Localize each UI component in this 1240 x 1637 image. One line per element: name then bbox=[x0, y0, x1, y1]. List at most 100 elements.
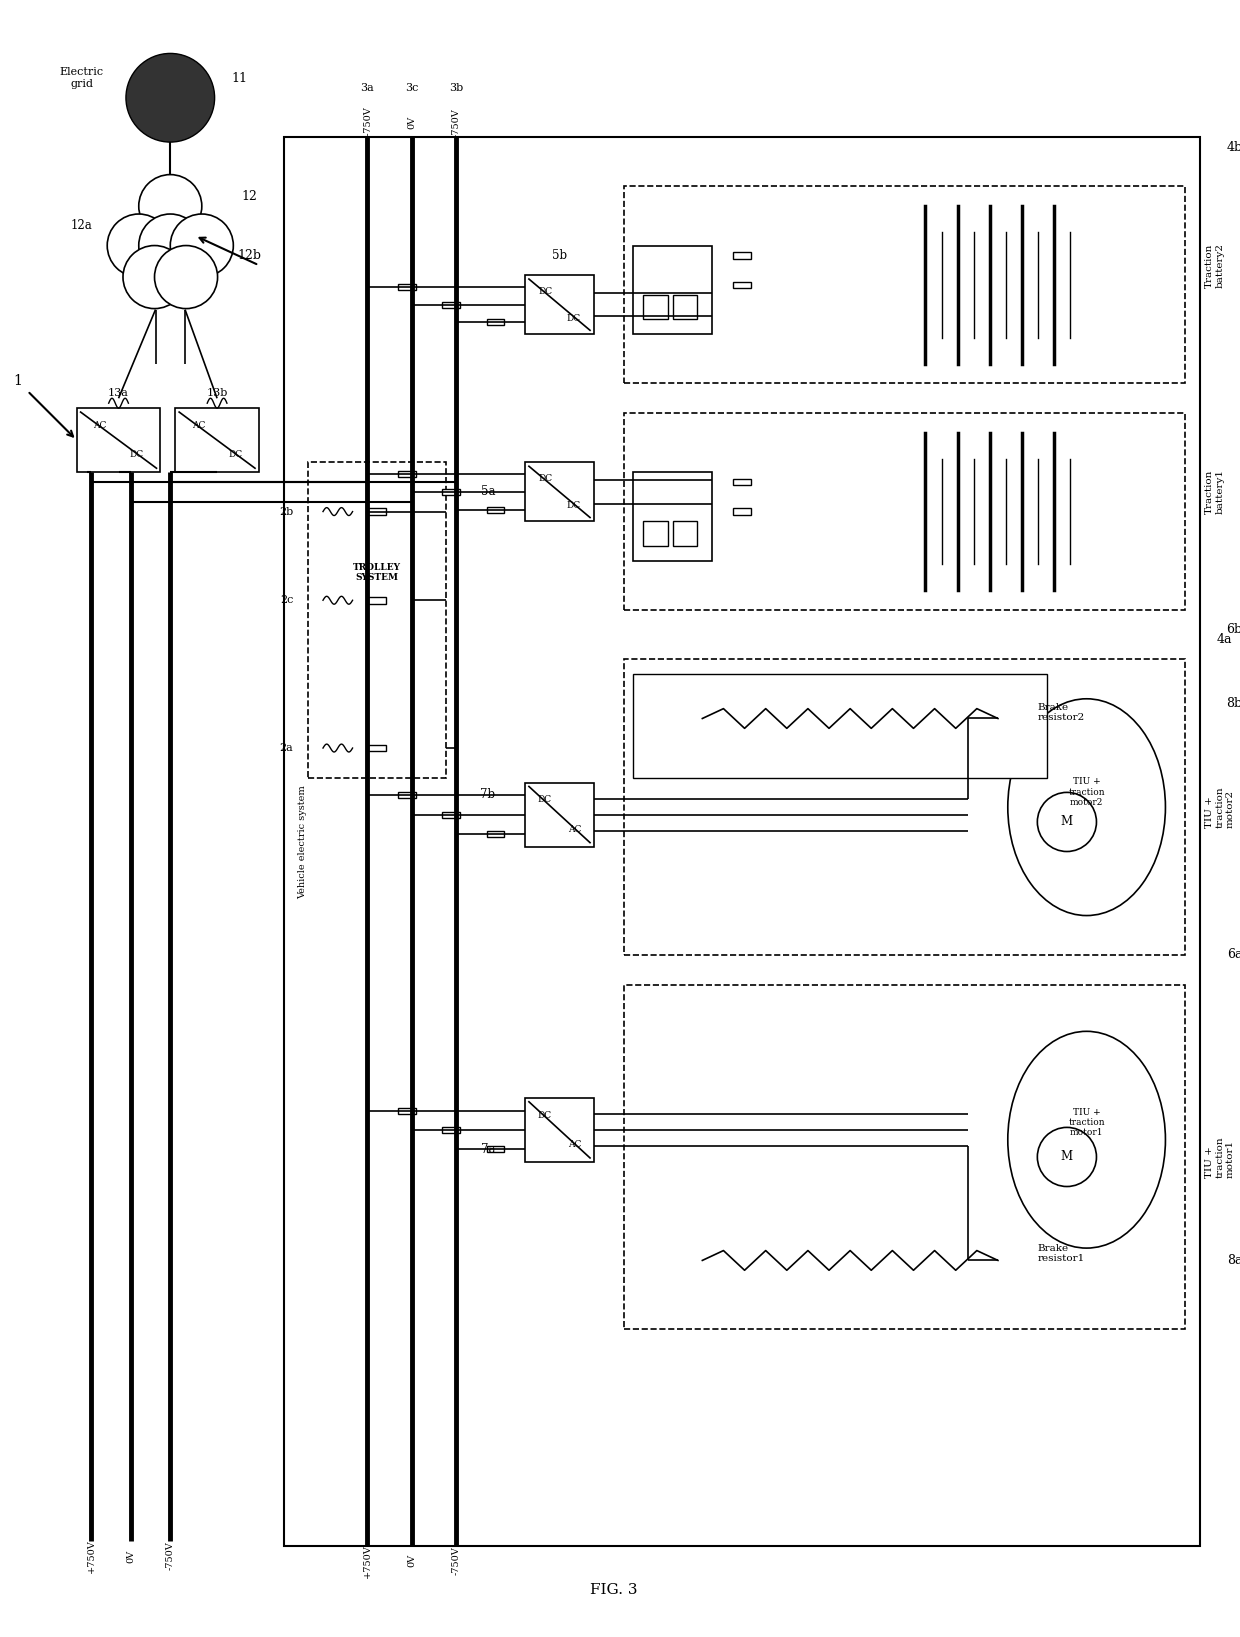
Text: 4a: 4a bbox=[1216, 634, 1233, 647]
Text: +750V: +750V bbox=[87, 1539, 95, 1573]
Text: TIU +
traction
motor2: TIU + traction motor2 bbox=[1069, 778, 1105, 807]
Text: Traction
battery1: Traction battery1 bbox=[1205, 470, 1224, 514]
Bar bbox=[634, 471, 712, 561]
Circle shape bbox=[1038, 1128, 1096, 1187]
Text: 6a: 6a bbox=[1226, 948, 1240, 961]
Bar bbox=[398, 283, 415, 290]
Bar bbox=[733, 282, 750, 288]
Text: 0V: 0V bbox=[126, 1550, 135, 1563]
Text: M: M bbox=[1061, 1151, 1073, 1164]
Text: 0V: 0V bbox=[407, 1555, 417, 1568]
Text: 4b: 4b bbox=[1226, 141, 1240, 154]
Text: 2c: 2c bbox=[280, 596, 294, 606]
Bar bbox=[486, 506, 505, 512]
Bar bbox=[284, 138, 1200, 1547]
Text: Brake
resistor2: Brake resistor2 bbox=[1038, 702, 1085, 722]
Ellipse shape bbox=[1008, 1031, 1166, 1247]
Text: -750V: -750V bbox=[451, 1547, 460, 1575]
Text: 13a: 13a bbox=[108, 388, 129, 398]
Text: 3b: 3b bbox=[449, 83, 464, 93]
Text: 7b: 7b bbox=[480, 789, 496, 802]
Bar bbox=[733, 507, 750, 516]
Text: Vehicle electric system: Vehicle electric system bbox=[299, 784, 308, 899]
Text: AC: AC bbox=[568, 1139, 582, 1149]
Bar bbox=[486, 832, 505, 837]
Bar bbox=[368, 598, 386, 604]
Bar bbox=[368, 507, 386, 516]
Text: M: M bbox=[1061, 815, 1073, 828]
Text: Brake
resistor1: Brake resistor1 bbox=[1038, 1244, 1085, 1264]
Circle shape bbox=[139, 214, 202, 277]
Bar bbox=[733, 252, 750, 259]
Bar bbox=[398, 792, 415, 799]
Text: TIU +
traction
motor1: TIU + traction motor1 bbox=[1205, 1136, 1235, 1177]
Text: DC: DC bbox=[537, 796, 552, 804]
Text: TROLLEY
SYSTEM: TROLLEY SYSTEM bbox=[353, 563, 402, 583]
Bar bbox=[443, 812, 460, 817]
Bar bbox=[634, 246, 712, 334]
Circle shape bbox=[107, 214, 170, 277]
Bar bbox=[398, 1108, 415, 1113]
Bar bbox=[624, 660, 1185, 954]
Text: 11: 11 bbox=[231, 72, 247, 85]
Bar bbox=[525, 275, 594, 334]
Bar bbox=[624, 984, 1185, 1329]
Text: 5b: 5b bbox=[552, 249, 567, 262]
Text: DC: DC bbox=[537, 1110, 552, 1120]
Bar bbox=[644, 522, 668, 547]
Text: 12: 12 bbox=[241, 190, 257, 203]
Text: AC: AC bbox=[568, 825, 582, 833]
Bar bbox=[644, 295, 668, 319]
Text: DC: DC bbox=[567, 501, 580, 511]
Text: 2a: 2a bbox=[280, 743, 294, 753]
Bar bbox=[624, 187, 1185, 383]
Circle shape bbox=[1038, 792, 1096, 851]
Circle shape bbox=[155, 246, 217, 309]
Bar bbox=[624, 413, 1185, 611]
Text: AC: AC bbox=[192, 421, 206, 431]
Text: TIU +
traction
motor1: TIU + traction motor1 bbox=[1069, 1108, 1105, 1138]
Bar bbox=[77, 408, 160, 471]
Bar bbox=[175, 408, 259, 471]
Bar bbox=[525, 782, 594, 846]
Text: 6b: 6b bbox=[1226, 624, 1240, 637]
Text: Traction
battery2: Traction battery2 bbox=[1205, 242, 1224, 288]
Text: 8b: 8b bbox=[1226, 697, 1240, 710]
Bar bbox=[486, 319, 505, 326]
Text: 13b: 13b bbox=[206, 388, 228, 398]
Text: TIU +
traction
motor2: TIU + traction motor2 bbox=[1205, 786, 1235, 828]
Text: DC: DC bbox=[130, 450, 144, 460]
Text: Electric
grid: Electric grid bbox=[60, 67, 104, 88]
Bar bbox=[634, 674, 1048, 778]
Text: DC: DC bbox=[228, 450, 243, 460]
Text: DC: DC bbox=[567, 314, 580, 322]
Bar bbox=[673, 522, 697, 547]
Text: 7a: 7a bbox=[481, 1143, 496, 1156]
Text: 1: 1 bbox=[14, 373, 22, 388]
Text: AC: AC bbox=[93, 421, 107, 431]
Bar bbox=[525, 462, 594, 522]
Bar bbox=[443, 301, 460, 308]
Text: DC: DC bbox=[538, 473, 553, 483]
Text: -750V: -750V bbox=[166, 1542, 175, 1570]
Text: FIG. 3: FIG. 3 bbox=[590, 1583, 637, 1598]
Text: +750V: +750V bbox=[363, 1544, 372, 1578]
Circle shape bbox=[123, 246, 186, 309]
Text: 8a: 8a bbox=[1226, 1254, 1240, 1267]
Bar bbox=[733, 478, 750, 486]
Text: 2b: 2b bbox=[279, 506, 294, 517]
Bar bbox=[673, 295, 697, 319]
Text: -750V: -750V bbox=[451, 108, 460, 138]
Bar bbox=[443, 1126, 460, 1133]
Text: 12a: 12a bbox=[71, 219, 93, 232]
Text: +750V: +750V bbox=[363, 105, 372, 139]
Bar bbox=[368, 745, 386, 751]
Circle shape bbox=[126, 54, 215, 142]
Ellipse shape bbox=[1008, 699, 1166, 915]
Text: 0V: 0V bbox=[407, 116, 417, 129]
Circle shape bbox=[139, 175, 202, 237]
Bar bbox=[443, 489, 460, 494]
Text: DC: DC bbox=[538, 286, 553, 296]
Text: 3a: 3a bbox=[361, 83, 374, 93]
Bar bbox=[398, 471, 415, 476]
